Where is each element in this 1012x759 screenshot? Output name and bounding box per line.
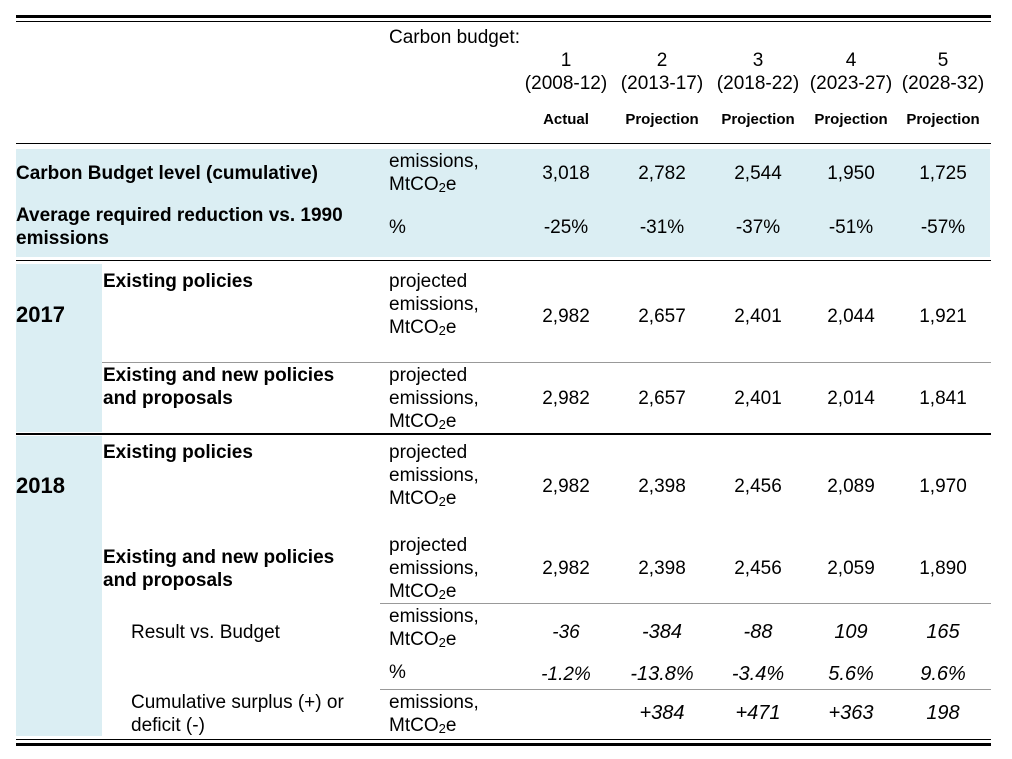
col-1-status: Actual bbox=[543, 111, 589, 128]
2018-existing-col-1: 2,982 bbox=[542, 476, 590, 497]
2017-new-col-4: 2,014 bbox=[827, 388, 875, 409]
avg-reduction-unit: % bbox=[389, 217, 406, 238]
budget-rows-shade bbox=[16, 149, 990, 257]
avg-reduction-col-4: -51% bbox=[828, 217, 874, 238]
col-1-period: (2008-12) bbox=[524, 73, 608, 94]
col-2-number: 2 bbox=[656, 50, 668, 71]
avg-reduction-label-line2: emissions bbox=[16, 228, 109, 249]
budget-level-col-5: 1,725 bbox=[919, 163, 967, 184]
avg-reduction-label-line1: Average required reduction vs. 1990 bbox=[16, 205, 343, 226]
col-5-status: Projection bbox=[906, 111, 980, 128]
2018-new-label-line2: and proposals bbox=[103, 570, 233, 591]
col-3-period: (2018-22) bbox=[716, 73, 800, 94]
cumulative-col-4: +363 bbox=[828, 702, 874, 724]
2017-new-col-5: 1,841 bbox=[919, 388, 967, 409]
2018-existing-label: Existing policies bbox=[103, 442, 253, 463]
bottom-rule-thin bbox=[16, 739, 991, 740]
result-vs-budget-label: Result vs. Budget bbox=[131, 622, 280, 643]
2017-existing-col-2: 2,657 bbox=[638, 306, 686, 327]
2018-new-label-line1: Existing and new policies bbox=[103, 547, 335, 568]
2018-new-col-2: 2,398 bbox=[638, 558, 686, 579]
col-5-number: 5 bbox=[937, 50, 949, 71]
cumulative-col-3: +471 bbox=[735, 702, 781, 724]
2017-new-unit: projected emissions, MtCO2e bbox=[389, 365, 479, 432]
cumulative-label-line1: Cumulative surplus (+) or bbox=[131, 692, 344, 713]
2018-existing-col-5: 1,970 bbox=[919, 476, 967, 497]
2018-new-unit: projected emissions, MtCO2e bbox=[389, 535, 479, 602]
2017-new-col-1: 2,982 bbox=[542, 388, 590, 409]
2018-existing-col-3: 2,456 bbox=[734, 476, 782, 497]
avg-reduction-col-1: -25% bbox=[543, 217, 589, 238]
rule-2017-mid bbox=[102, 362, 991, 363]
2017-existing-label: Existing policies bbox=[103, 271, 253, 292]
budget-level-col-1: 3,018 bbox=[542, 163, 590, 184]
col-3-number: 3 bbox=[752, 50, 764, 71]
col-1-number: 1 bbox=[560, 50, 572, 71]
budget-level-label: Carbon Budget level (cumulative) bbox=[16, 163, 318, 184]
2018-new-col-4: 2,059 bbox=[827, 558, 875, 579]
cumulative-col-5: 198 bbox=[926, 702, 960, 724]
2018-existing-col-4: 2,089 bbox=[827, 476, 875, 497]
2018-new-col-1: 2,982 bbox=[542, 558, 590, 579]
result-col-5: 165 bbox=[926, 621, 960, 643]
col-3-status: Projection bbox=[721, 111, 795, 128]
result-col-1: -36 bbox=[552, 622, 580, 643]
budget-level-col-2: 2,782 bbox=[638, 163, 686, 184]
2017-new-label-line2: and proposals bbox=[103, 388, 233, 409]
header-rule bbox=[16, 143, 991, 144]
rule-after-budget bbox=[16, 260, 991, 261]
result-percent-col-4: 5.6% bbox=[828, 663, 874, 685]
cumulative-col-2: +384 bbox=[639, 702, 685, 724]
rule-after-2017 bbox=[16, 433, 991, 435]
2018-existing-unit: projected emissions, MtCO2e bbox=[389, 442, 479, 509]
top-rule-thick bbox=[16, 15, 991, 18]
year-2017-shade bbox=[16, 264, 102, 432]
2017-existing-col-1: 2,982 bbox=[542, 306, 590, 327]
result-percent-col-1: -1.2% bbox=[541, 664, 591, 685]
budget-level-col-4: 1,950 bbox=[827, 163, 875, 184]
2017-new-label-line1: Existing and new policies bbox=[103, 365, 335, 386]
avg-reduction-col-5: -57% bbox=[920, 217, 966, 238]
col-2-status: Projection bbox=[625, 111, 699, 128]
year-2018-label: 2018 bbox=[16, 473, 65, 498]
carbon-budget-label: Carbon budget: bbox=[389, 27, 520, 48]
result-col-4: 109 bbox=[834, 621, 868, 643]
2017-existing-col-5: 1,921 bbox=[919, 306, 967, 327]
col-4-period: (2023-27) bbox=[809, 73, 893, 94]
bottom-rule-thick bbox=[16, 743, 991, 746]
result-col-2: -384 bbox=[641, 621, 683, 643]
2018-new-col-3: 2,456 bbox=[734, 558, 782, 579]
result-percent-col-5: 9.6% bbox=[920, 663, 966, 685]
avg-reduction-col-3: -37% bbox=[735, 217, 781, 238]
year-2018-shade bbox=[16, 436, 102, 736]
cumulative-unit: emissions, MtCO2e bbox=[389, 692, 479, 736]
col-4-status: Projection bbox=[814, 111, 888, 128]
cumulative-label-line2: deficit (-) bbox=[131, 715, 205, 736]
col-5-period: (2028-32) bbox=[901, 73, 985, 94]
2017-existing-col-4: 2,044 bbox=[827, 306, 875, 327]
top-rule-thin bbox=[16, 21, 991, 22]
col-2-period: (2013-17) bbox=[620, 73, 704, 94]
2018-new-col-5: 1,890 bbox=[919, 558, 967, 579]
2017-existing-unit: projected emissions, MtCO2e bbox=[389, 271, 479, 338]
2017-new-col-2: 2,657 bbox=[638, 388, 686, 409]
result-percent-col-2: -13.8% bbox=[630, 663, 694, 685]
2018-existing-col-2: 2,398 bbox=[638, 476, 686, 497]
avg-reduction-col-2: -31% bbox=[639, 217, 685, 238]
rule-2018-result bbox=[380, 603, 991, 604]
budget-level-unit: emissions, MtCO2e bbox=[389, 151, 479, 195]
rule-2018-cumulative bbox=[380, 689, 991, 690]
2017-new-col-3: 2,401 bbox=[734, 388, 782, 409]
result-col-3: -88 bbox=[743, 621, 773, 643]
result-vs-budget-unit: emissions, MtCO2e bbox=[389, 606, 479, 650]
result-percent-col-3: -3.4% bbox=[731, 663, 785, 685]
year-2017-label: 2017 bbox=[16, 302, 65, 327]
col-4-number: 4 bbox=[845, 50, 857, 71]
2017-existing-col-3: 2,401 bbox=[734, 306, 782, 327]
result-percent-unit: % bbox=[389, 662, 406, 683]
budget-level-col-3: 2,544 bbox=[734, 163, 782, 184]
